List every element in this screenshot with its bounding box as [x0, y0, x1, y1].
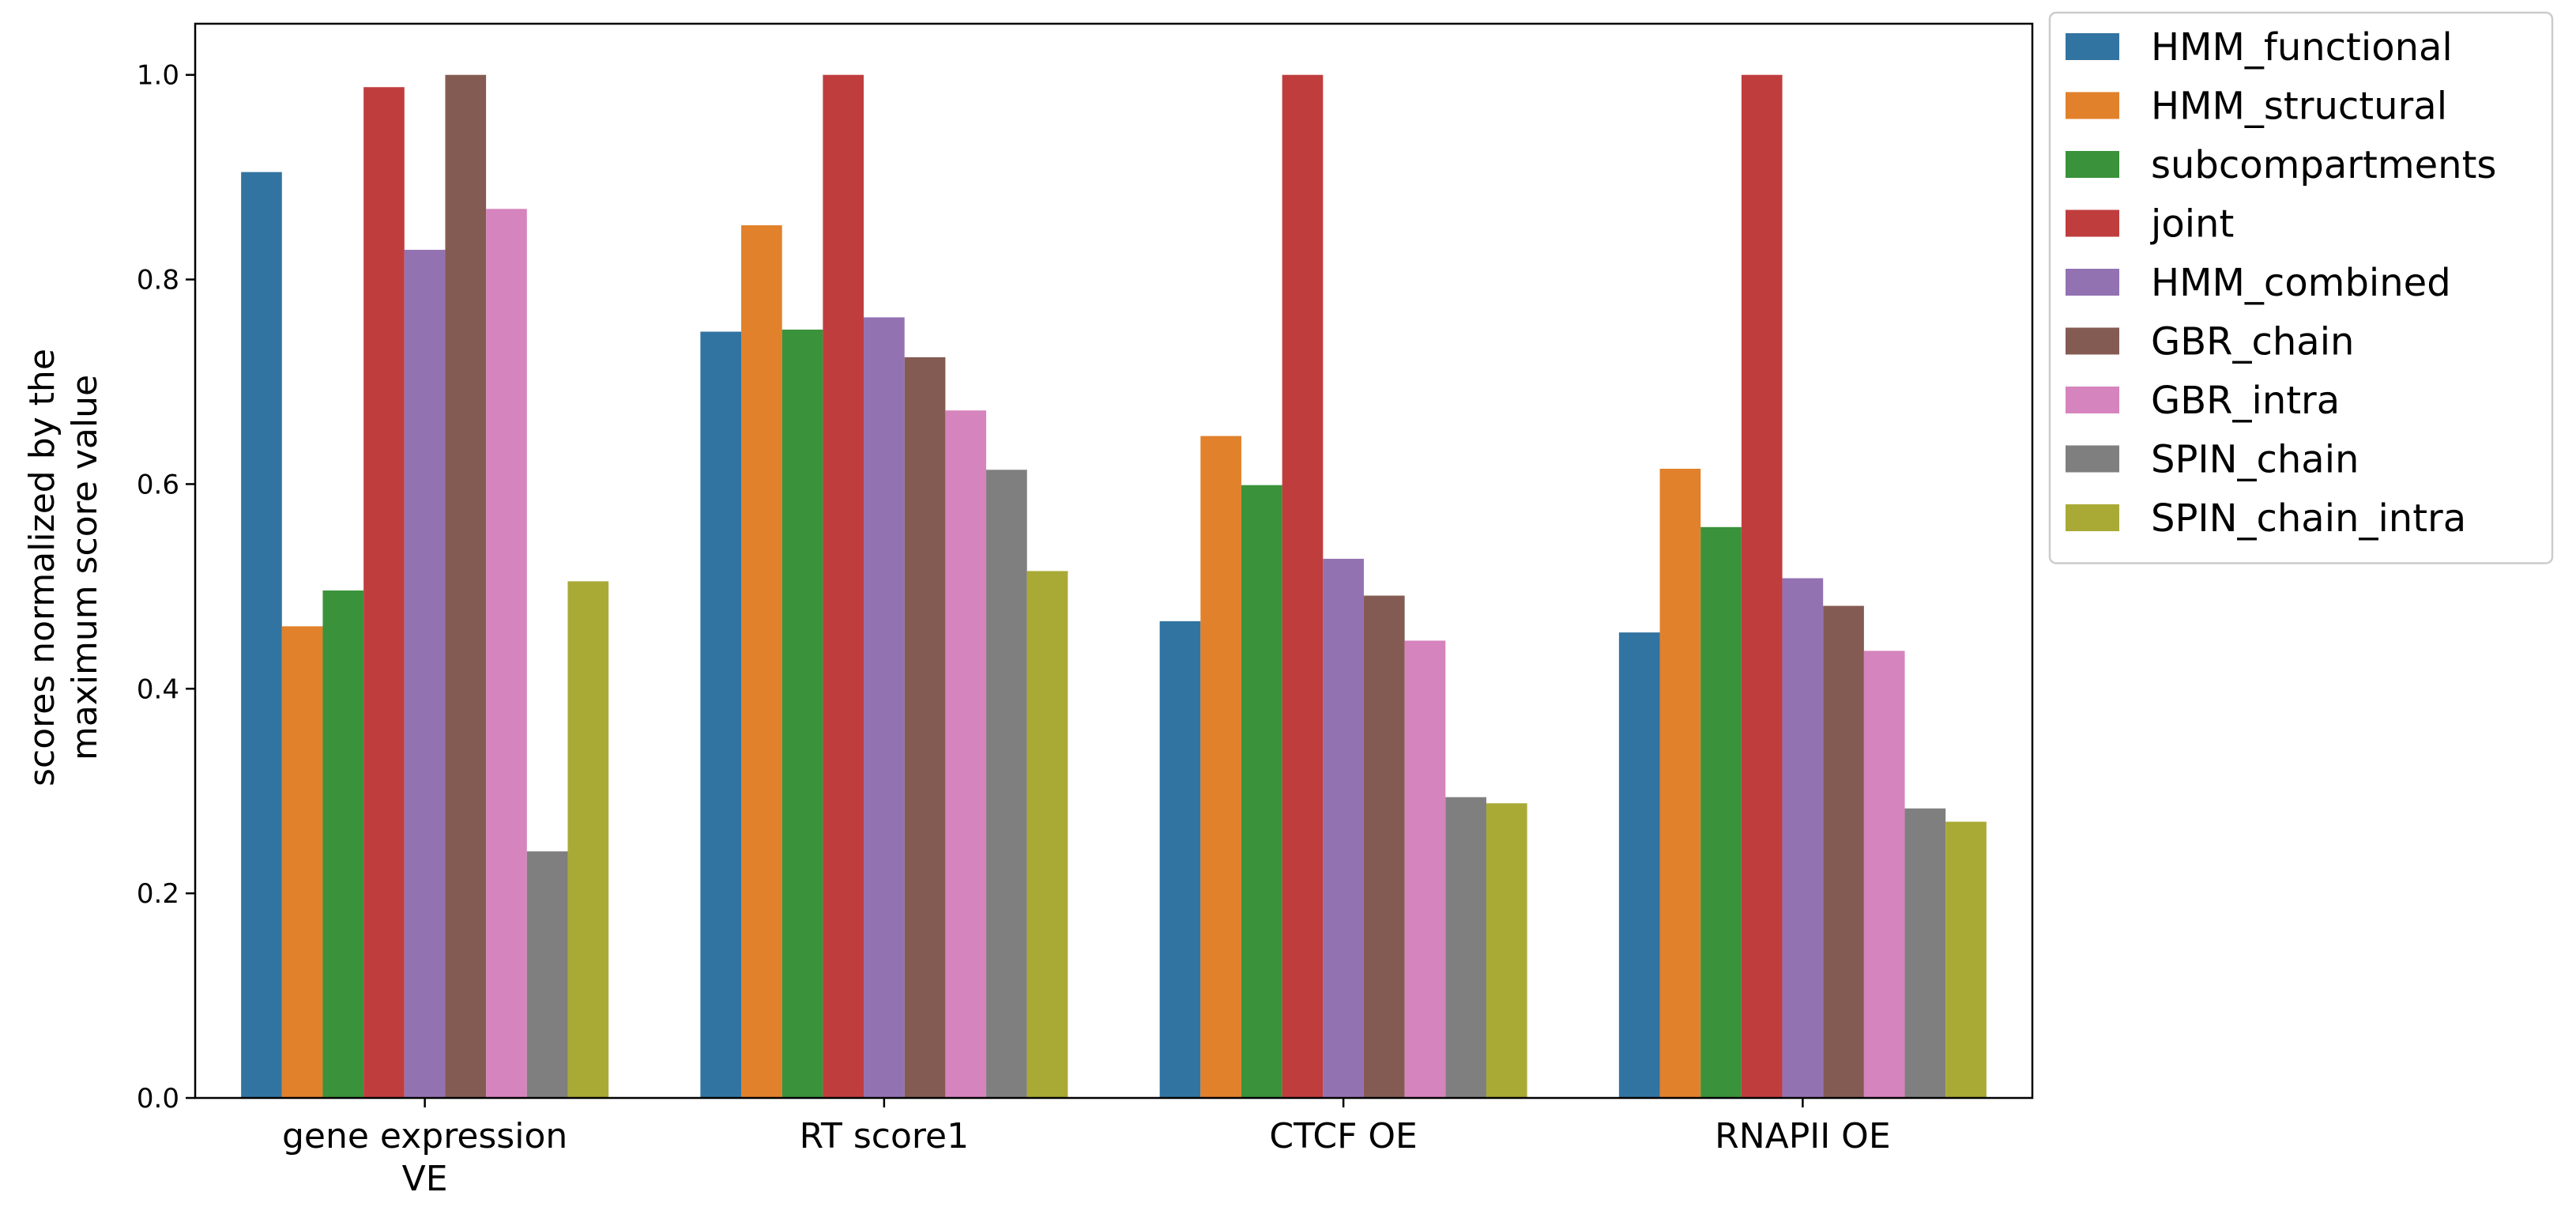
bar-spin-chain-3: [1904, 808, 1946, 1098]
bar-spin-chain-intra-1: [1026, 571, 1068, 1098]
legend-swatch: [2066, 92, 2119, 119]
legend-swatch: [2066, 504, 2119, 531]
bar-gbr-intra-0: [486, 209, 527, 1098]
bar-spin-chain-2: [1445, 797, 1486, 1098]
bar-spin-chain-1: [986, 470, 1027, 1098]
legend-swatch: [2066, 387, 2119, 413]
y-tick-label: 0.8: [137, 265, 179, 296]
bar-gbr-chain-1: [904, 356, 946, 1098]
bar-subcompartments-2: [1241, 485, 1282, 1098]
bar-hmm-structural-0: [281, 626, 323, 1098]
bar-hmm-functional-3: [1618, 632, 1660, 1098]
y-tick-label: 0.0: [137, 1083, 179, 1115]
legend-swatch: [2066, 209, 2119, 237]
legend-swatch: [2066, 445, 2119, 473]
y-tick-label: 0.2: [137, 878, 179, 910]
legend-label: HMM_functional: [2151, 25, 2453, 70]
y-axis-title-line: scores normalized by the: [22, 349, 62, 787]
bar-gbr-chain-3: [1823, 605, 1864, 1098]
x-tick-label: gene expression VE: [282, 1116, 567, 1199]
bar-hmm-combined-1: [864, 317, 905, 1099]
bar-gbr-intra-1: [945, 410, 987, 1098]
bar-hmm-structural-3: [1659, 469, 1701, 1098]
bar-subcompartments-1: [781, 329, 823, 1098]
x-tick-label-line: VE: [402, 1159, 448, 1199]
legend-swatch: [2066, 269, 2119, 296]
legend: HMM_functional HMM_structural subcompartme…: [2048, 11, 2554, 564]
legend-label: SPIN_chain: [2151, 438, 2359, 482]
y-axis-title-line: maximum score value: [65, 375, 105, 760]
x-tick-label-line: CTCF OE: [1269, 1116, 1417, 1156]
bar-gbr-chain-0: [445, 74, 487, 1099]
legend-label: GBR_chain: [2151, 320, 2354, 364]
legend-label: SPIN_chain_intra: [2151, 496, 2466, 541]
x-tick-label-line: gene expression: [282, 1116, 567, 1156]
bar-joint-3: [1741, 74, 1783, 1099]
bar-hmm-functional-1: [700, 331, 742, 1099]
legend-label: HMM_combined: [2151, 261, 2451, 305]
y-axis-title: scores normalized by themaximum score va…: [22, 349, 105, 787]
bar-spin-chain-intra-3: [1945, 821, 1987, 1098]
axes-frame: [194, 22, 2034, 1100]
bar-hmm-functional-0: [241, 172, 282, 1098]
bar-hmm-combined-2: [1323, 558, 1364, 1098]
x-tick-label-line: RT score1: [800, 1116, 969, 1156]
legend-label: subcompartments: [2151, 143, 2496, 187]
x-tick-label-line: RNAPII OE: [1715, 1116, 1891, 1156]
bar-spin-chain-intra-0: [567, 581, 609, 1098]
x-tick-label: RNAPII OE: [1715, 1116, 1891, 1156]
legend-label: HMM_structural: [2151, 85, 2447, 129]
legend-label: GBR_intra: [2151, 379, 2340, 423]
bar-gbr-intra-3: [1863, 651, 1905, 1098]
bar-gbr-chain-2: [1363, 595, 1405, 1098]
y-tick-label: 0.4: [137, 673, 179, 705]
bar-gbr-intra-2: [1404, 640, 1446, 1098]
plot-area: 0.0 0.2 0.4 0.6 0.8 1.0 gene expression VE RT sc…: [22, 22, 2034, 1199]
x-tick-label: CTCF OE: [1269, 1116, 1417, 1156]
bar-hmm-combined-3: [1782, 578, 1824, 1098]
x-tick-label: RT score1: [800, 1116, 969, 1156]
legend-label: joint: [2150, 202, 2234, 247]
legend-swatch: [2066, 33, 2119, 60]
bar-subcompartments-3: [1700, 526, 1742, 1098]
bar-spin-chain-intra-2: [1486, 803, 1527, 1098]
bar-joint-0: [363, 87, 405, 1098]
bar-joint-2: [1282, 74, 1324, 1099]
bar-hmm-functional-2: [1159, 621, 1201, 1098]
bar-hmm-structural-1: [741, 224, 782, 1099]
bar-hmm-combined-0: [404, 250, 446, 1098]
bar-joint-1: [823, 74, 864, 1099]
bar-hmm-structural-2: [1200, 436, 1241, 1098]
y-tick-label: 1.0: [137, 60, 179, 92]
bar-subcompartments-0: [322, 590, 364, 1098]
legend-swatch: [2066, 151, 2119, 178]
y-tick-label: 0.6: [137, 469, 179, 500]
legend-swatch: [2066, 327, 2119, 355]
bar-spin-chain-0: [526, 851, 568, 1098]
legend-frame: [2048, 11, 2554, 564]
